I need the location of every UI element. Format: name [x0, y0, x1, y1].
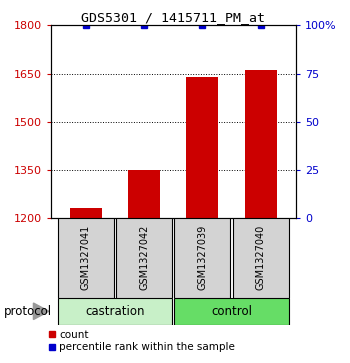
Text: castration: castration	[85, 305, 145, 318]
Bar	[174, 218, 230, 298]
Bar	[174, 298, 289, 325]
Bar	[58, 298, 172, 325]
Text: protocol: protocol	[4, 305, 52, 318]
Text: control: control	[211, 305, 252, 318]
Legend: count, percentile rank within the sample: count, percentile rank within the sample	[49, 330, 235, 352]
Text: GSM1327041: GSM1327041	[81, 225, 91, 290]
Text: GSM1327040: GSM1327040	[256, 225, 266, 290]
Polygon shape	[33, 303, 49, 319]
Bar	[128, 170, 160, 218]
Bar	[58, 218, 114, 298]
Text: GSM1327042: GSM1327042	[139, 225, 149, 290]
Bar	[116, 218, 172, 298]
Text: GSM1327039: GSM1327039	[197, 225, 208, 290]
Title: GDS5301 / 1415711_PM_at: GDS5301 / 1415711_PM_at	[81, 11, 265, 24]
Bar	[70, 208, 102, 218]
Bar	[233, 218, 289, 298]
Bar	[245, 70, 277, 218]
Bar	[186, 77, 218, 218]
